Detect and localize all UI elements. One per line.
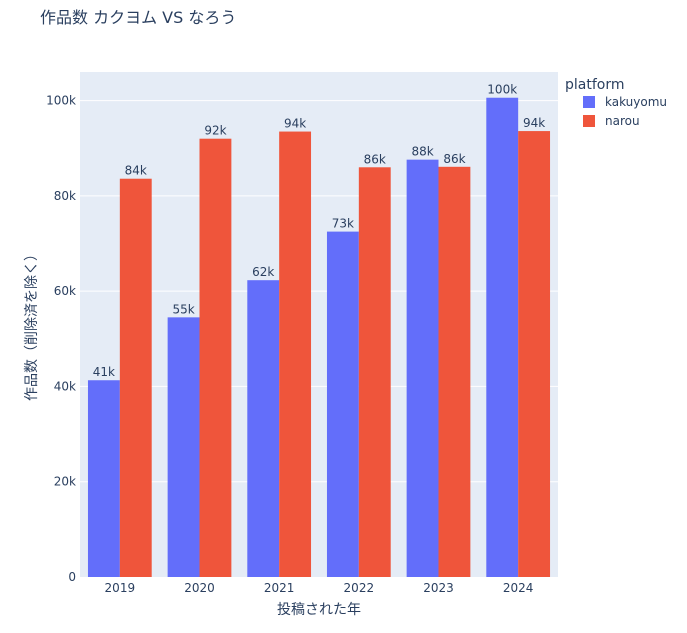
bar-kakuyomu-2024 — [486, 97, 519, 578]
chart-title: 作品数 カクヨム VS なろう — [40, 8, 236, 27]
bar-kakuyomu-2022 — [326, 231, 359, 577]
bar-value-label: 94k — [284, 117, 306, 131]
legend-title: platform — [565, 77, 625, 93]
bar-narou-2022 — [358, 167, 391, 577]
x-tick-label: 2022 — [344, 581, 375, 595]
bar-value-label: 94k — [523, 116, 545, 130]
bar-narou-2019 — [119, 178, 152, 577]
y-tick-label: 60k — [54, 284, 76, 298]
y-tick-label: 80k — [54, 189, 76, 203]
x-tick-label: 2019 — [105, 581, 136, 595]
y-axis-ticks: 0 20k 40k 60k 80k 100k — [46, 94, 76, 584]
bar-value-label: 92k — [204, 124, 226, 138]
legend-swatch — [583, 96, 595, 108]
y-tick-label: 20k — [54, 475, 76, 489]
bar-labels: 41k 55k 62k 73k 88k 100k 84k 92k 94k 86k 86k 94k — [93, 83, 545, 380]
x-tick-label: 2023 — [423, 581, 454, 595]
bar-value-label: 84k — [125, 164, 147, 178]
x-tick-label: 2021 — [264, 581, 295, 595]
bar-value-label: 62k — [252, 265, 274, 279]
bar-value-label: 73k — [332, 217, 354, 231]
x-axis-ticks: 2019 2020 2021 2022 2023 2024 — [105, 581, 534, 595]
legend-swatch — [583, 115, 595, 127]
y-tick-label: 100k — [46, 94, 76, 108]
legend-item-label: kakuyomu — [605, 95, 667, 109]
x-tick-label: 2020 — [184, 581, 215, 595]
bar-kakuyomu-2021 — [247, 280, 280, 577]
bar-kakuyomu-2019 — [87, 380, 120, 577]
bar-narou-2020 — [199, 138, 232, 577]
plot-background — [80, 72, 558, 577]
bar-narou-2021 — [279, 131, 312, 577]
bar-narou-2023 — [438, 166, 471, 577]
bar-value-label: 88k — [411, 145, 433, 159]
bar-value-label: 41k — [93, 365, 115, 379]
bar-kakuyomu-2020 — [167, 317, 200, 577]
bar-narou-2024 — [518, 131, 551, 577]
x-tick-label: 2024 — [503, 581, 534, 595]
x-axis-title: 投稿された年 — [277, 602, 361, 618]
bar-value-label: 86k — [364, 152, 386, 166]
legend-item-label: narou — [605, 114, 640, 128]
legend: platform kakuyomu narou — [565, 77, 667, 128]
bars — [87, 97, 551, 578]
y-tick-label: 40k — [54, 379, 76, 393]
gridlines — [80, 100, 558, 483]
bar-value-label: 100k — [487, 83, 517, 97]
y-axis-title: 作品数（削除済を除く） — [24, 247, 40, 401]
bar-kakuyomu-2023 — [406, 159, 439, 577]
y-tick-label: 0 — [68, 570, 76, 584]
bar-value-label: 86k — [443, 152, 465, 166]
bar-value-label: 55k — [172, 302, 194, 316]
